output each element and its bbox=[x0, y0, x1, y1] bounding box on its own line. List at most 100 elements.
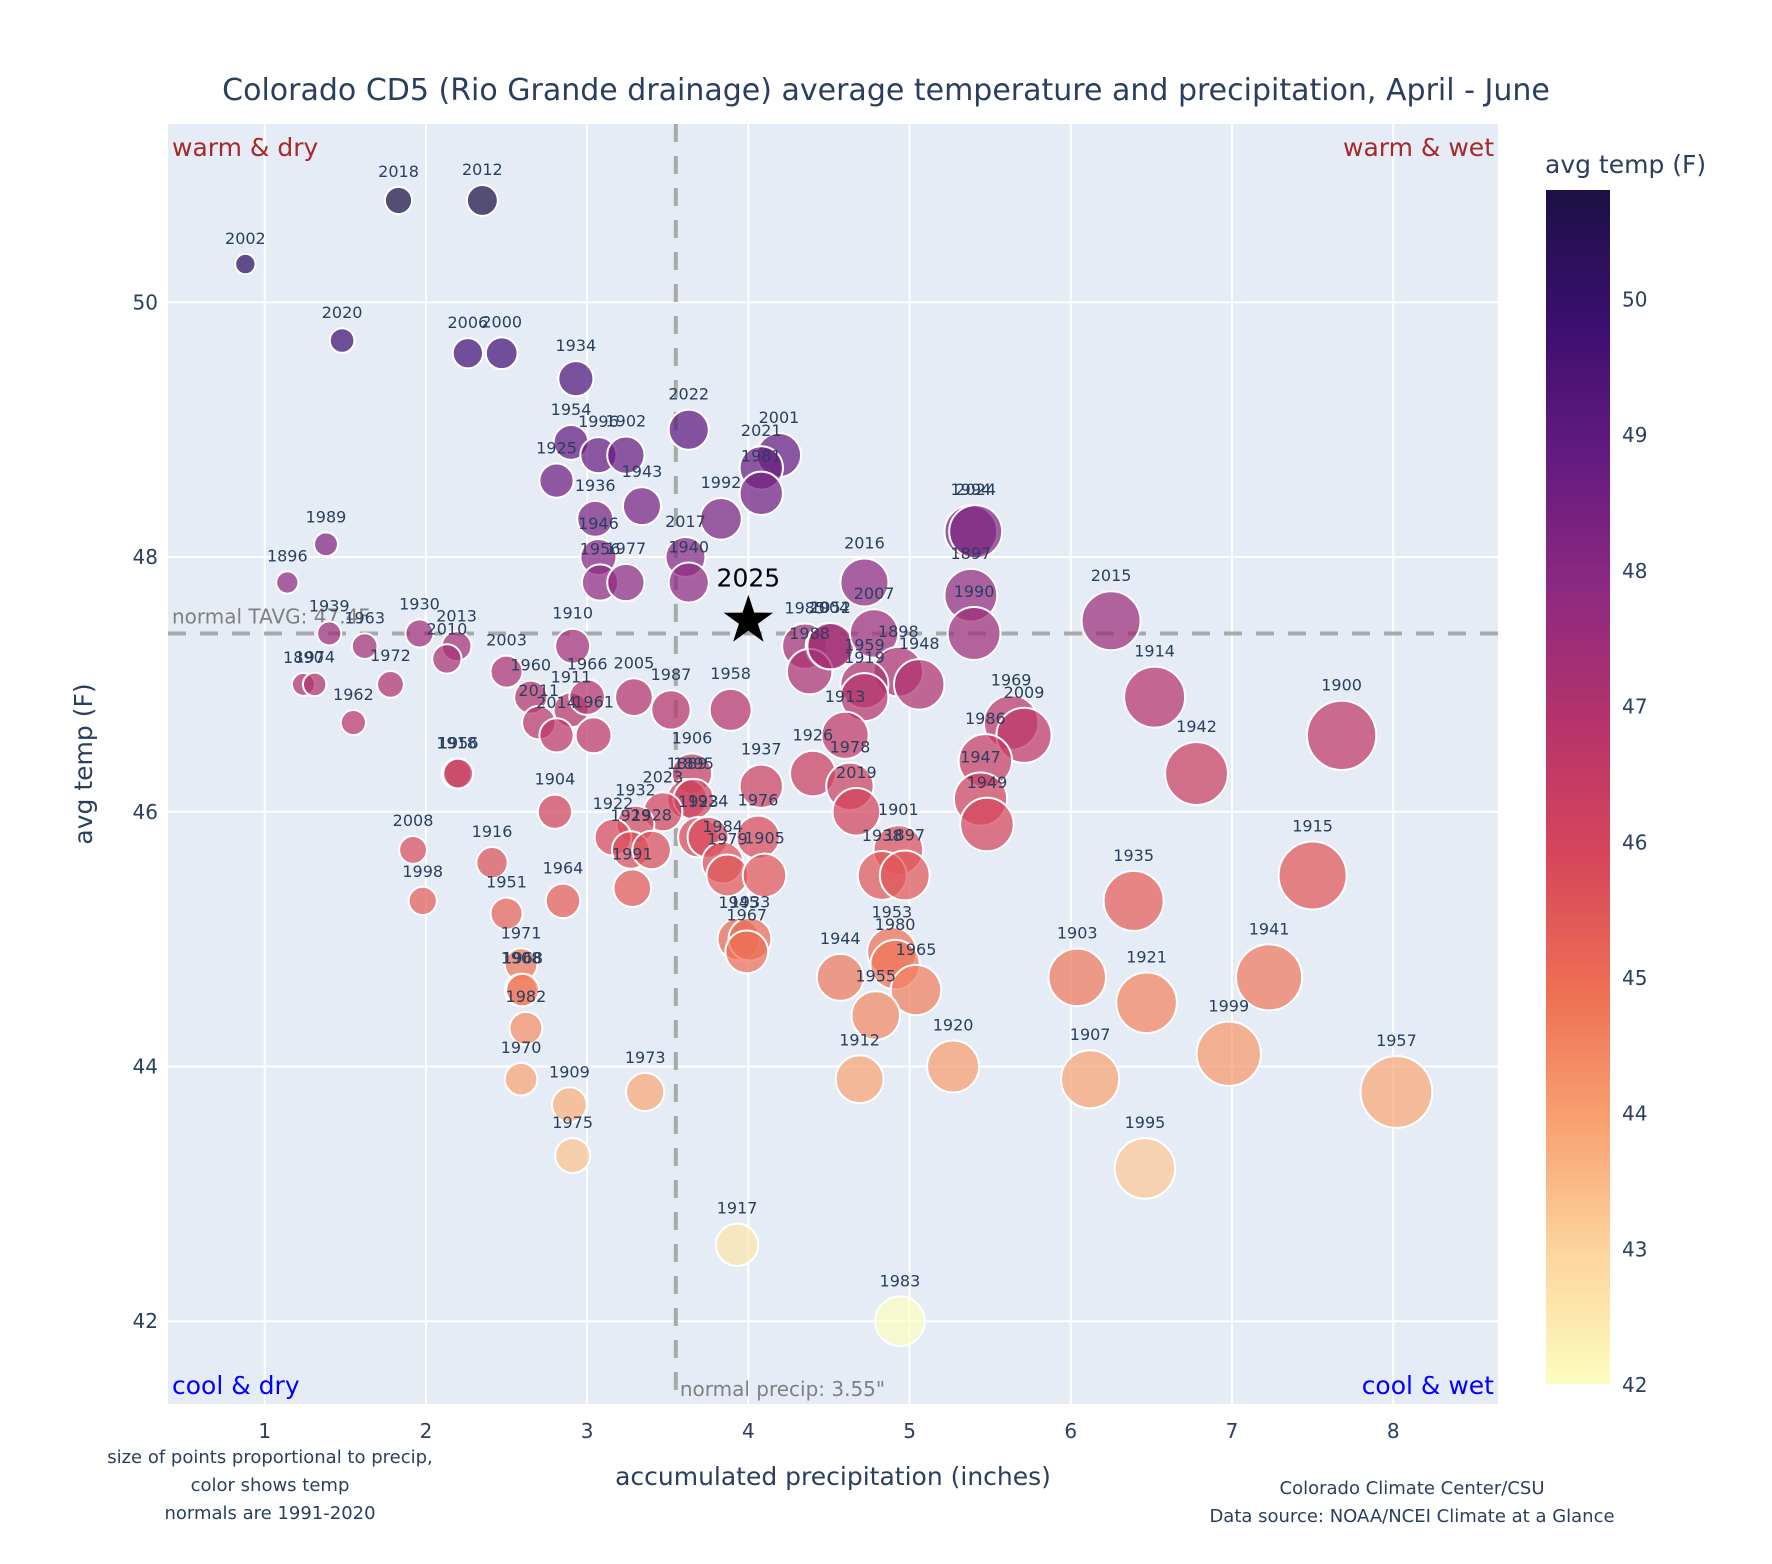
point-label: 1977 bbox=[605, 539, 646, 558]
data-point bbox=[839, 557, 890, 608]
highlight-star-marker bbox=[723, 594, 774, 642]
point-label: 1897 bbox=[884, 826, 925, 845]
point-label: 1961 bbox=[573, 692, 614, 711]
data-point bbox=[1047, 947, 1107, 1008]
point-label: 1897 bbox=[950, 544, 991, 563]
data-point bbox=[313, 531, 339, 558]
quadrant-label-cool-wet: cool & wet bbox=[1362, 1371, 1494, 1400]
point-label: 1973 bbox=[625, 1048, 666, 1067]
chart-title: Colorado CD5 (Rio Grande drainage) avera… bbox=[222, 73, 1550, 108]
data-point bbox=[1080, 590, 1142, 652]
quadrant-label-cool-dry: cool & dry bbox=[172, 1371, 300, 1400]
data-point bbox=[1235, 943, 1304, 1012]
data-point bbox=[451, 337, 484, 370]
data-point bbox=[234, 252, 257, 276]
data-point bbox=[1305, 699, 1378, 771]
colorbar-tick-label: 48 bbox=[1622, 559, 1647, 583]
point-label: 1988 bbox=[789, 624, 830, 643]
point-label: 1933 bbox=[730, 893, 771, 912]
data-point bbox=[489, 896, 524, 931]
point-label: 1943 bbox=[622, 462, 663, 481]
point-label: 2021 bbox=[741, 421, 782, 440]
point-label: 1963 bbox=[344, 608, 385, 627]
point-label: 2013 bbox=[436, 606, 477, 625]
point-label: 1969 bbox=[991, 670, 1032, 689]
x-tick-label: 1 bbox=[258, 1419, 271, 1443]
data-point bbox=[538, 717, 575, 754]
note-left-1: size of points proportional to precip, bbox=[107, 1447, 433, 1468]
colorbar-ticks: 42 43 44 45 46 47 48 49 50 bbox=[1622, 288, 1647, 1397]
colorbar-title: avg temp (F) bbox=[1545, 150, 1706, 179]
colorbar-tick-label: 44 bbox=[1622, 1102, 1647, 1126]
data-point bbox=[1123, 665, 1187, 729]
point-label: 1936 bbox=[575, 476, 616, 495]
point-label: 1996 bbox=[578, 412, 619, 431]
point-label: 1960 bbox=[510, 656, 551, 675]
point-label: 2024 bbox=[955, 480, 996, 499]
x-axis-title: accumulated precipitation (inches) bbox=[615, 1462, 1051, 1491]
point-label: 1937 bbox=[741, 740, 782, 759]
point-label: 1922 bbox=[593, 794, 634, 813]
x-tick-label: 4 bbox=[742, 1419, 755, 1443]
point-label: 1966 bbox=[567, 654, 608, 673]
colorbar-tick-label: 50 bbox=[1622, 288, 1647, 312]
point-label: 1901 bbox=[878, 800, 919, 819]
point-label: 1995 bbox=[1125, 1113, 1166, 1132]
point-label: 1981 bbox=[741, 447, 782, 466]
point-label: 1982 bbox=[506, 987, 547, 1006]
point-label: 1953 bbox=[871, 902, 912, 921]
point-label: 1923 bbox=[678, 792, 719, 811]
point-label: 2016 bbox=[844, 534, 885, 553]
point-label: 1974 bbox=[294, 648, 335, 667]
point-label: 1972 bbox=[370, 646, 411, 665]
point-label: 1954 bbox=[551, 400, 592, 419]
data-point bbox=[834, 1054, 885, 1105]
note-left-2: color shows temp bbox=[191, 1475, 350, 1496]
data-point bbox=[404, 618, 435, 649]
point-label: 1987 bbox=[651, 665, 692, 684]
data-point bbox=[831, 786, 882, 837]
data-point bbox=[708, 687, 753, 732]
point-label: 1904 bbox=[535, 770, 576, 789]
point-label: 1903 bbox=[1057, 924, 1098, 943]
point-label: 1986 bbox=[965, 709, 1006, 728]
point-label: 1948 bbox=[899, 634, 940, 653]
data-point bbox=[328, 327, 356, 354]
point-label: 1944 bbox=[820, 929, 861, 948]
point-label: 1938 bbox=[862, 826, 903, 845]
data-point bbox=[376, 669, 405, 699]
data-point bbox=[1359, 1055, 1434, 1129]
data-point bbox=[339, 709, 367, 737]
data-point bbox=[874, 1295, 926, 1347]
point-label: 2023 bbox=[643, 767, 684, 786]
point-label: 1955 bbox=[855, 966, 896, 985]
point-label: 1889 bbox=[667, 754, 708, 773]
data-point bbox=[667, 561, 710, 604]
point-label: 1947 bbox=[960, 747, 1001, 766]
point-label: 1991 bbox=[612, 844, 653, 863]
data-point bbox=[1060, 1049, 1121, 1110]
data-point bbox=[714, 1222, 760, 1267]
data-point bbox=[948, 504, 1004, 560]
data-point bbox=[554, 1137, 592, 1175]
data-point bbox=[848, 608, 900, 659]
point-label: 2004 bbox=[809, 598, 850, 617]
point-label: 1895 bbox=[673, 754, 714, 773]
point-label: 1911 bbox=[551, 667, 592, 686]
colorbar-tick-label: 43 bbox=[1622, 1237, 1647, 1261]
point-label: 2017 bbox=[665, 512, 706, 531]
highlight-star-label: 2025 bbox=[717, 564, 781, 593]
x-tick-label: 2 bbox=[420, 1419, 433, 1443]
point-label: 1957 bbox=[1376, 1031, 1417, 1050]
point-label: 1999 bbox=[1208, 997, 1249, 1016]
point-label: 2001 bbox=[759, 408, 800, 427]
point-label: 1946 bbox=[578, 514, 619, 533]
data-point bbox=[383, 185, 414, 216]
point-label: 1932 bbox=[615, 781, 656, 800]
point-label: 1965 bbox=[896, 940, 937, 959]
data-point bbox=[1277, 840, 1348, 911]
data-point bbox=[568, 678, 606, 716]
point-label: 1962 bbox=[333, 685, 374, 704]
